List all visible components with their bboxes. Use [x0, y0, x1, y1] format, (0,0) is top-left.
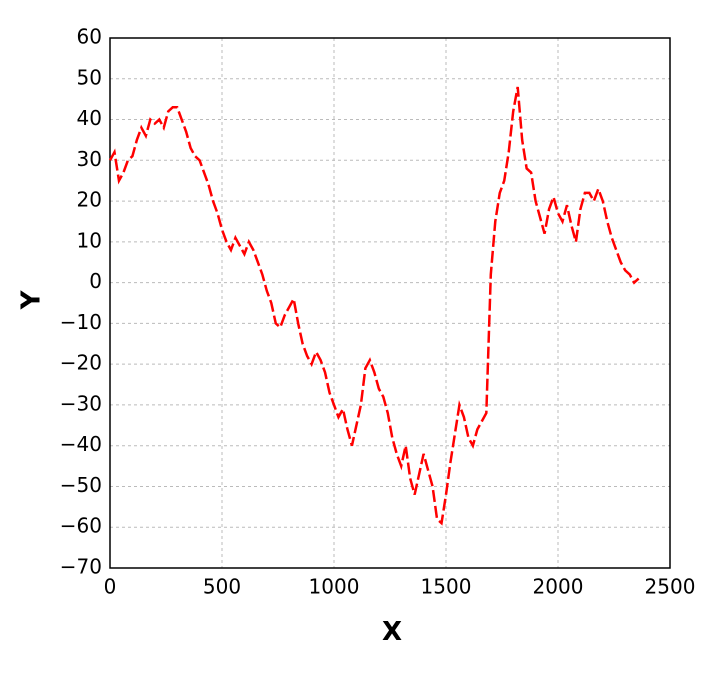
y-tick-label: 60 — [77, 25, 102, 49]
y-tick-label: −70 — [60, 555, 102, 579]
plot-frame — [109, 37, 671, 569]
y-tick-label: −60 — [60, 514, 102, 538]
y-tick-label: −50 — [60, 473, 102, 497]
y-tick-label: −40 — [60, 432, 102, 456]
x-tick-label: 2500 — [645, 575, 696, 599]
x-tick-label: 1000 — [309, 575, 360, 599]
y-tick-label: −20 — [60, 351, 102, 375]
x-axis-label: X — [382, 617, 402, 647]
data-line — [108, 86, 640, 526]
x-tick-label: 2000 — [533, 575, 584, 599]
x-tick-label: 500 — [203, 575, 241, 599]
y-tick-label: 40 — [77, 106, 102, 130]
y-tick-label: 30 — [77, 147, 102, 171]
y-tick-label: 20 — [77, 188, 102, 212]
y-tick-label: −10 — [60, 310, 102, 334]
y-tick-label: 50 — [77, 65, 102, 89]
x-tick-label: 1500 — [421, 575, 472, 599]
x-tick-label: 0 — [104, 575, 117, 599]
y-axis-label: Y — [17, 289, 47, 310]
y-tick-label: 10 — [77, 228, 102, 252]
y-tick-label: −30 — [60, 391, 102, 415]
y-tick-label: 0 — [89, 269, 102, 293]
